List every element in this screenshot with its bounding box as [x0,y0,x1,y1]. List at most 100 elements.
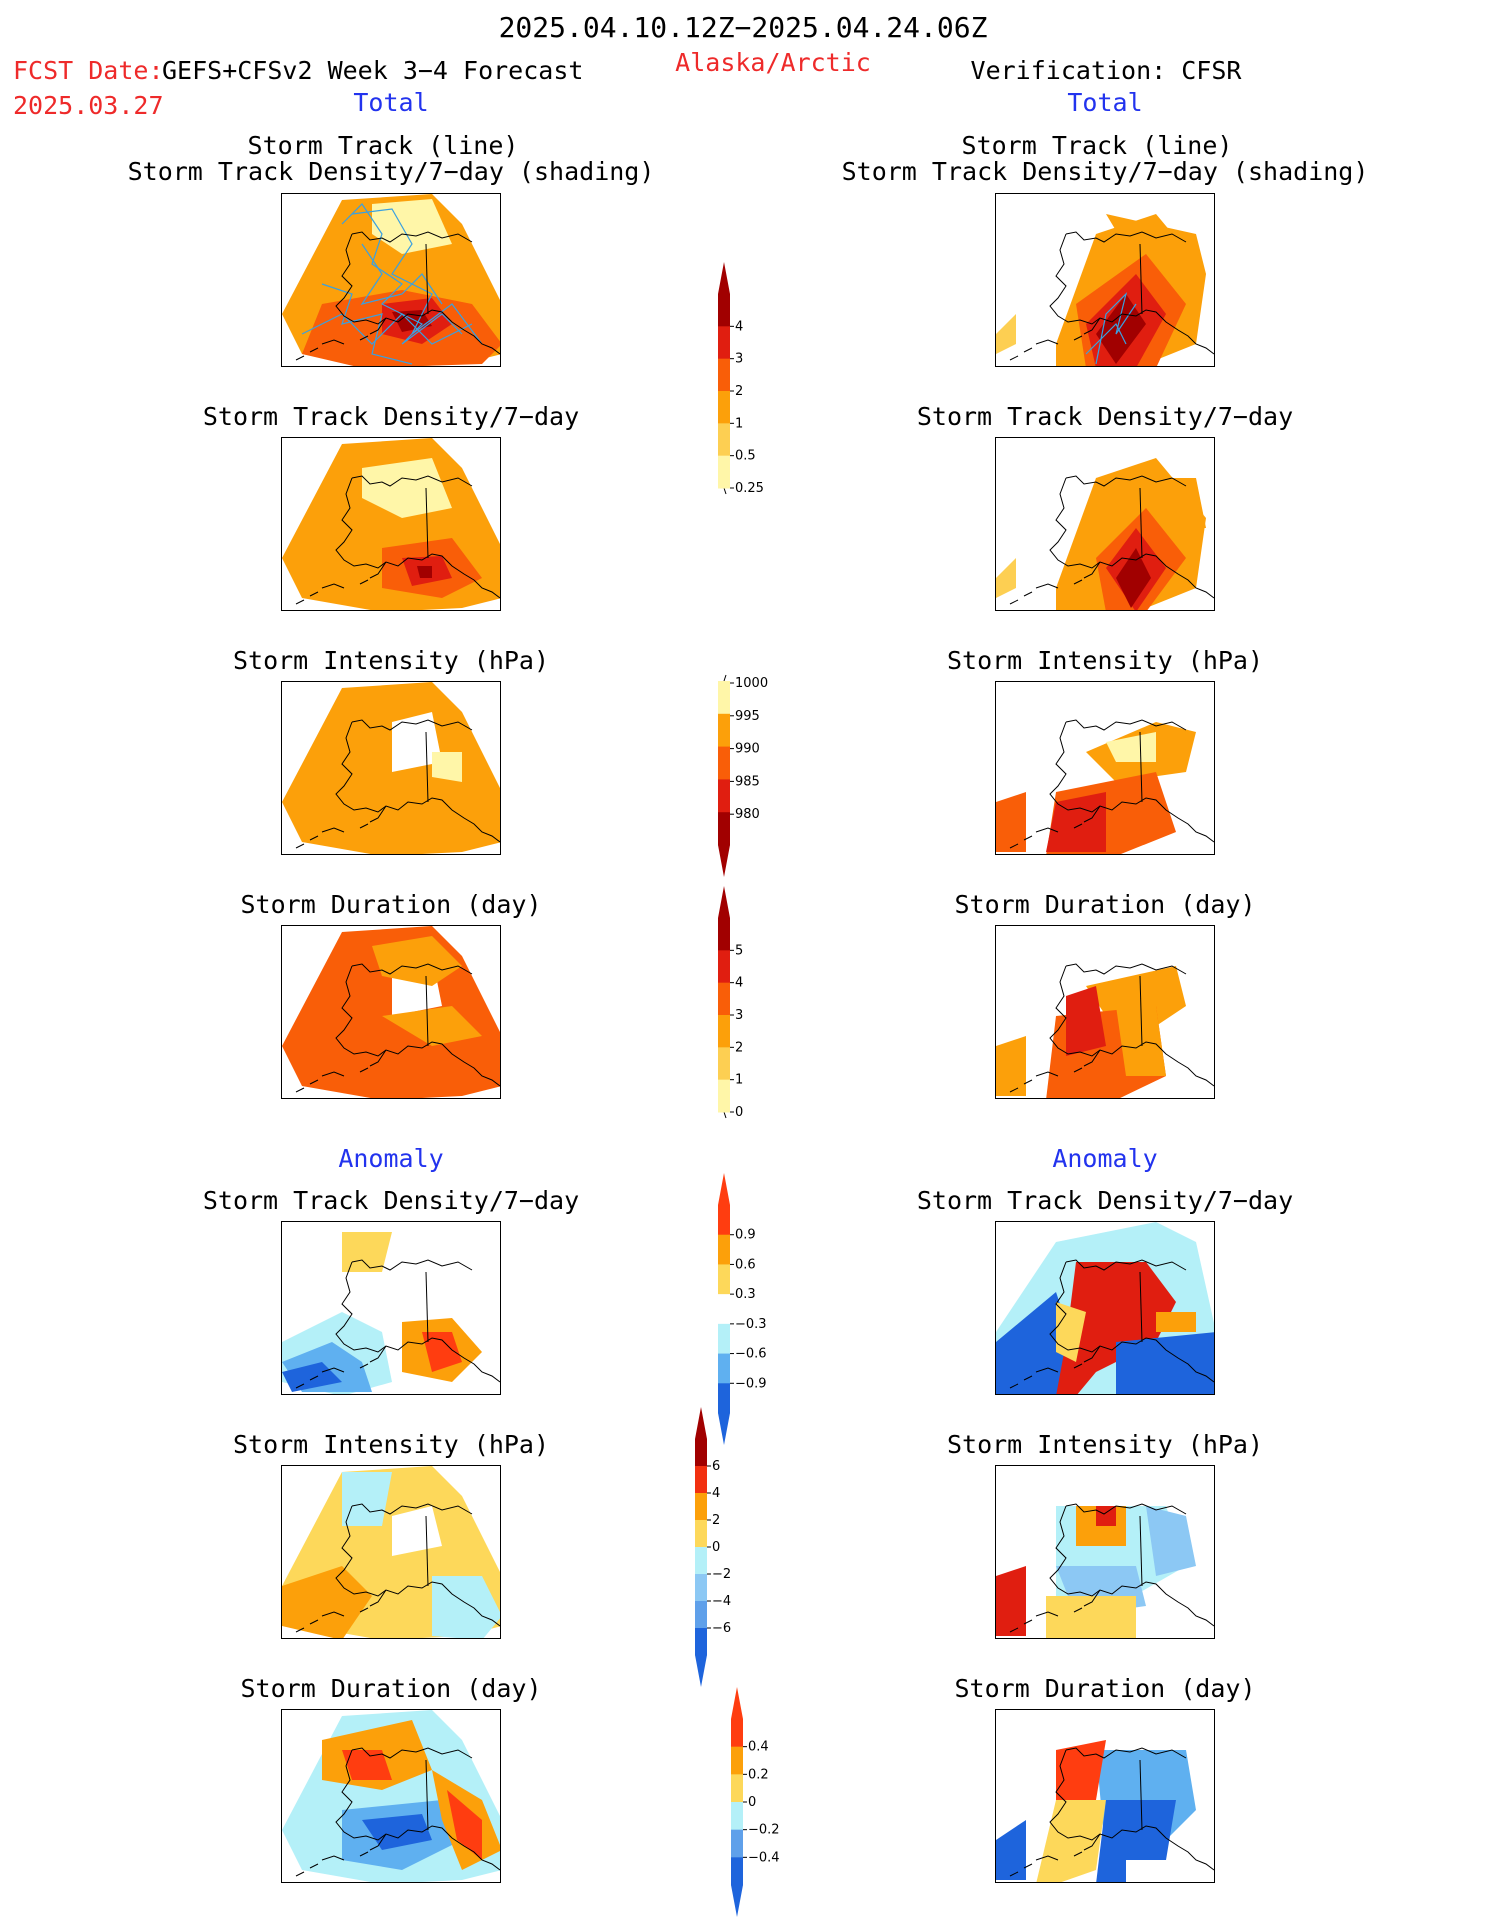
duration_total-swatch-3 [718,1015,730,1048]
shade-region-5 [996,1566,1026,1636]
border-line [1139,731,1143,803]
shade-region-1 [1106,732,1156,762]
duration_anom-swatch-2 [731,1774,743,1803]
intensity_total-swatch-1 [718,713,730,748]
shade-region-3 [996,1036,1026,1096]
intensity_total-label-1: 995 [735,709,760,724]
density_total-label-0: 4 [735,319,743,334]
shade-region-4 [996,1820,1026,1880]
map-ver-intensity [995,681,1215,855]
map-ver-anom-density [995,1221,1215,1395]
shade-region-0 [282,682,500,854]
islands [295,561,387,605]
duration_anom-label-2: 0 [748,1795,756,1810]
shade-region-2 [1036,1800,1106,1882]
border-line [425,1759,429,1831]
shade-region-3 [282,1566,372,1638]
shade-region-4 [282,1362,342,1392]
duration_anom-bottom-arrow [731,1885,743,1917]
islands [295,1049,387,1093]
density_anom-swatch-3 [718,1294,730,1325]
density_total-swatch-2 [718,358,730,392]
map-ver-density [995,437,1215,611]
shade-region-2 [1066,986,1106,1056]
border-line [425,1515,429,1587]
model-label: GEFS+CFSv2 Week 3−4 Forecast [162,56,584,85]
border-line [1139,1271,1143,1343]
duration_total-swatch-2 [718,982,730,1016]
duration_total-top-arrow [718,886,730,918]
fcst-date-label: FCST Date: [13,56,164,85]
intensity_anom-label-0: 6 [712,1459,720,1474]
shade-region-2 [392,1506,442,1556]
map-ver-track-density [995,193,1215,367]
left-track-shading-title: Storm Track Density/7−day (shading) [127,157,655,186]
duration_anom-label-1: 0.2 [748,1767,769,1782]
right-track-shading-title: Storm Track Density/7−day (shading) [841,157,1369,186]
left-duration-title: Storm Duration (day) [240,890,542,919]
density_anom-label-4: −0.6 [735,1347,767,1362]
shade-region-6 [1146,1506,1196,1576]
density_anom-swatch-0 [718,1205,730,1236]
map-fcst-anom-intensity [281,1465,501,1639]
shade-region-1 [1106,214,1206,274]
shade-region-4 [417,566,432,578]
storm-track-line-1 [1085,322,1127,355]
intensity_total-label-0: 1000 [735,676,768,691]
right-total-label: Total [1067,88,1143,117]
intensity_anom-label-5: −4 [712,1594,731,1609]
shade-region-2 [342,1750,392,1780]
islands [1009,317,1101,361]
intensity_anom-swatch-7 [695,1628,707,1656]
density_anom-swatch-2 [718,1264,730,1295]
density_anom-swatch-5 [718,1353,730,1384]
map-fcst-intensity [281,681,501,855]
islands [295,1345,387,1389]
map-fcst-density [281,437,501,611]
intensity_anom-swatch-0 [695,1439,707,1467]
intensity_anom-swatch-3 [695,1520,707,1548]
map-fcst-anom-duration [281,1709,501,1883]
duration_anom-swatch-4 [731,1829,743,1858]
right-track-line-title: Storm Track (line) [961,131,1233,160]
duration_total-label-1: 4 [735,976,743,991]
shade-region-4 [1116,1006,1166,1076]
duration_total-label-2: 3 [735,1008,743,1023]
right-anom-density-title: Storm Track Density/7−day [916,1186,1294,1215]
shade-region-1 [342,1472,392,1526]
duration_total-label-3: 2 [735,1040,743,1055]
density_total-label-5: 0.25 [735,481,764,496]
storm-track-line-3 [321,283,413,365]
left-intensity-title: Storm Intensity (hPa) [232,646,550,675]
border-line [1139,1759,1143,1831]
intensity_anom-swatch-1 [695,1466,707,1494]
intensity_total-swatch-0 [718,681,730,715]
colorbar-density-anom: 0.9 0.6 0.3 −0.3 −0.6 −0.9 [718,1173,778,1449]
density_total-label-1: 3 [735,352,743,367]
density_anom-label-5: −0.9 [735,1376,767,1391]
intensity_anom-bottom-arrow [695,1655,707,1687]
right-anomaly-label: Anomaly [1052,1144,1158,1173]
shade-region-4 [1116,548,1151,608]
border-line [1139,975,1143,1047]
density_total-swatch-3 [718,391,730,424]
intensity_anom-label-4: −2 [712,1567,731,1582]
colorbar-intensity-anom: 6 4 2 0 −2 −4 −6 [695,1407,755,1691]
map-ver-anom-duration [995,1709,1215,1883]
right-anom-duration-title: Storm Duration (day) [954,1674,1256,1703]
duration_anom-swatch-0 [731,1719,743,1748]
right-duration-title: Storm Duration (day) [954,890,1256,919]
shade-region-5 [996,314,1016,354]
storm-track-line-2 [301,313,473,345]
islands [295,317,387,361]
shade-region-1 [1096,478,1206,528]
border-line [425,487,429,559]
islands [295,1833,387,1877]
shade-region-3 [382,1006,482,1046]
shade-region-4 [1096,294,1146,364]
storm-track-line-0 [1095,292,1137,365]
intensity_total-swatch-2 [718,746,730,780]
intensity_anom-swatch-5 [695,1574,707,1602]
colorbar-duration-anom: 0.4 0.2 0 −0.2 −0.4 [731,1687,791,1921]
shade-region-6 [422,1332,462,1372]
